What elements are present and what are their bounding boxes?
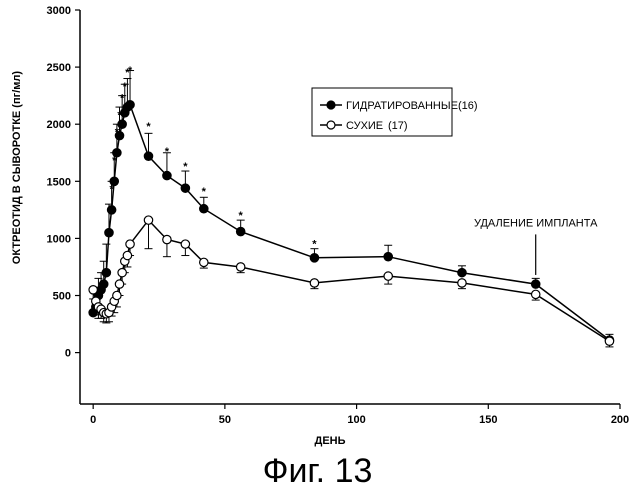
data-point-hydrated [98, 279, 109, 289]
significance-star: * [202, 186, 207, 198]
data-point-dry [143, 215, 154, 225]
significance-star: * [128, 65, 133, 77]
data-point-hydrated [104, 227, 114, 238]
legend-marker [326, 100, 336, 110]
data-point-dry [530, 289, 541, 300]
significance-star: * [165, 146, 170, 158]
data-point-dry [88, 284, 98, 295]
data-point-hydrated [112, 147, 122, 158]
y-tick-label: 2000 [47, 119, 71, 131]
data-point-dry [162, 234, 172, 245]
chart: 0 500 1000 1500 2000 2500 3000 0 50 100 150 200 ДЕНЬ… [11, 5, 629, 447]
significance-star: * [183, 161, 188, 173]
x-tick-label: 50 [219, 414, 231, 426]
data-point-hydrated [383, 251, 393, 262]
data-point-dry [604, 336, 615, 346]
data-point-dry [309, 278, 320, 288]
significance-star: * [115, 127, 120, 139]
significance-star: * [312, 239, 317, 251]
data-point-dry [180, 239, 191, 249]
y-tick-label: 1000 [47, 233, 71, 245]
data-point-dry [122, 250, 133, 261]
y-tick-label: 1500 [47, 176, 71, 188]
legend-box [311, 87, 453, 137]
data-point-dry [383, 271, 393, 281]
significance-star: * [125, 67, 130, 79]
data-point-dry [117, 267, 127, 278]
data-point-dry [114, 279, 125, 289]
data-point-hydrated [114, 130, 125, 141]
significance-star: * [123, 81, 128, 93]
data-point-hydrated [106, 205, 117, 215]
legend-label: ГИДРАТИРОВАННЫЕ(16) [346, 100, 478, 112]
significance-star: * [120, 92, 125, 104]
data-point-hydrated [199, 203, 209, 214]
data-point-dry [199, 257, 209, 268]
x-tick-label: 200 [611, 414, 629, 426]
annotation-text: УДАЛЕНИЕ ИМПЛАНТА [474, 217, 598, 229]
significance-star: * [146, 121, 151, 133]
data-point-hydrated [101, 267, 112, 278]
figure-caption: Фиг. 13 [262, 452, 373, 490]
data-point-hydrated [125, 99, 135, 110]
y-tick-label: 0 [65, 348, 71, 360]
significance-star: * [117, 109, 122, 121]
y-tick-label: 500 [53, 291, 71, 303]
data-point-hydrated [530, 279, 541, 289]
legend-count: (17) [388, 120, 408, 132]
data-point-dry [235, 262, 246, 272]
data-point-hydrated [309, 253, 320, 263]
x-tick-label: 150 [479, 414, 497, 426]
x-tick-label: 0 [90, 414, 96, 426]
significance-star: * [112, 155, 117, 167]
y-tick-label: 2500 [47, 62, 71, 74]
data-point-dry [125, 239, 135, 249]
data-point-hydrated [117, 119, 127, 130]
data-point-hydrated [143, 151, 154, 161]
legend-label: СУХИЕ [346, 120, 383, 132]
significance-star: * [239, 210, 244, 222]
x-tick-label: 100 [347, 414, 365, 426]
legend-marker [326, 120, 336, 130]
x-axis-label: ДЕНЬ [314, 435, 345, 447]
y-axis-label: ОКТРЕОТИД В СЫВОРОТКЕ (пг/мл) [11, 71, 23, 265]
data-point-dry [457, 278, 467, 288]
data-point-hydrated [109, 176, 120, 187]
data-point-dry [112, 290, 122, 301]
y-tick-label: 3000 [47, 5, 71, 17]
data-point-hydrated [180, 183, 191, 193]
data-point-hydrated [457, 267, 467, 278]
data-point-hydrated [162, 170, 172, 181]
significance-star: * [109, 184, 114, 196]
data-point-hydrated [235, 226, 246, 237]
